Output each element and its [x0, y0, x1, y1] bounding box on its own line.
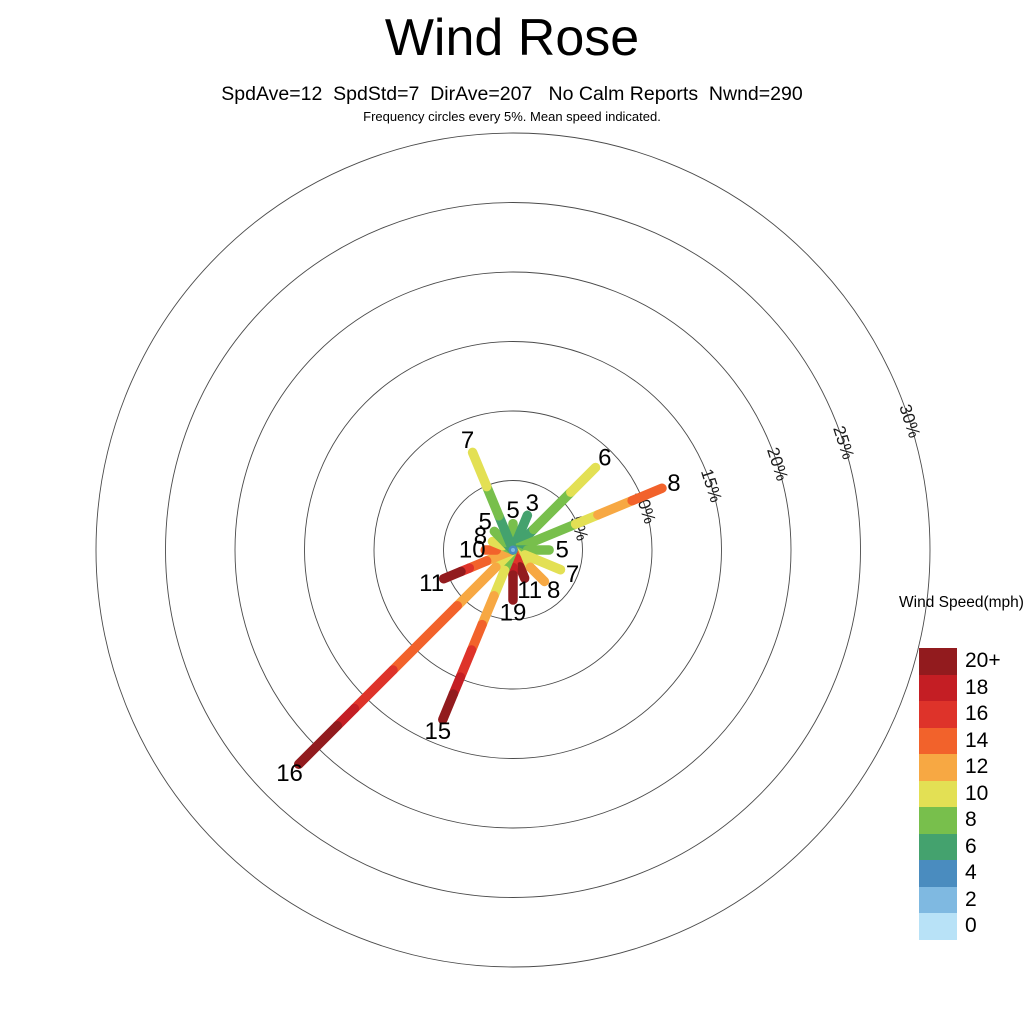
mean-speed-label-wsw: 11: [419, 570, 444, 597]
legend-label: 16: [965, 702, 989, 726]
legend-row: 2: [919, 886, 1024, 913]
mean-speed-label-ese: 7: [566, 561, 579, 588]
legend-row: 16: [919, 701, 1024, 728]
legend-row: 6: [919, 833, 1024, 860]
frequency-circle-label: 30%: [895, 402, 924, 440]
petal-segment-ne: [528, 487, 576, 535]
mean-speed-label-wnw: 8: [474, 523, 487, 550]
petal-segment-sw: [452, 562, 501, 611]
legend-swatch: [919, 754, 957, 781]
legend-swatch: [919, 860, 957, 887]
mean-speed-label-w: 10: [459, 537, 486, 564]
legend-swatch: [919, 648, 957, 675]
legend-row: 18: [919, 674, 1024, 701]
legend: Wind Speed(mph) 20+ 18 16 14 12 10 8 6 4 2 0: [899, 594, 1024, 940]
petal-segment-nnw: [481, 481, 504, 521]
petal-segment-ne: [566, 462, 601, 497]
legend-items: 20+ 18 16 14 12 10 8 6 4 2 0: [919, 648, 1024, 940]
frequency-circle: [373, 410, 653, 690]
petal-segment-ssw: [477, 591, 499, 630]
subtitle-note: Frequency circles every 5%. Mean speed i…: [363, 109, 661, 124]
mean-speed-label-ene: 8: [667, 470, 680, 497]
frequency-circle-label: 15%: [697, 466, 726, 504]
petal-segment-ssw: [455, 645, 477, 682]
frequency-circle-label: 25%: [829, 423, 858, 461]
petal-segment-sw: [349, 665, 398, 714]
legend-label: 4: [965, 861, 977, 885]
frequency-circle: [443, 480, 583, 620]
petal-segment-wsw: [438, 566, 466, 584]
mean-speed-label-n: 5: [506, 497, 519, 524]
legend-label: 20+: [965, 649, 1001, 673]
legend-row: 0: [919, 913, 1024, 940]
petal-segment-sw: [388, 600, 463, 675]
legend-swatch: [919, 886, 957, 913]
petal-segment-nnw: [467, 447, 492, 492]
legend-row: 4: [919, 860, 1024, 887]
petal-segment-sse: [515, 562, 530, 584]
legend-label: 0: [965, 914, 977, 938]
legend-swatch: [919, 701, 957, 728]
legend-swatch: [919, 807, 957, 834]
frequency-circle-label: 20%: [763, 445, 792, 483]
legend-row: 10: [919, 780, 1024, 807]
stats-line: SpdAve=12 SpdStd=7 DirAve=207 No Calm Re…: [221, 83, 803, 105]
mean-speed-label-se: 8: [547, 577, 560, 604]
petal-segment-ese: [520, 550, 566, 575]
mean-speed-label-ne: 6: [598, 445, 611, 472]
frequency-circle: [95, 132, 931, 968]
mean-speed-label-sse: 11: [517, 577, 542, 604]
legend-label: 12: [965, 755, 989, 779]
mean-speed-label-nw: 5: [478, 509, 491, 536]
legend-label: 14: [965, 728, 989, 752]
petal-segment-nne: [512, 510, 533, 545]
legend-row: 14: [919, 727, 1024, 754]
legend-label: 6: [965, 834, 977, 858]
frequency-circle: [234, 271, 792, 829]
frequency-circle: [165, 202, 861, 898]
petal-segment-se: [525, 562, 550, 587]
mean-speed-label-nnw: 7: [461, 427, 474, 454]
legend-swatch: [919, 674, 957, 701]
petal-segment-nw: [489, 526, 511, 548]
mean-speed-label-sw: 16: [276, 760, 303, 787]
legend-row: 12: [919, 754, 1024, 781]
legend-label: 18: [965, 675, 989, 699]
legend-label: 2: [965, 887, 977, 911]
center-dot-inner: [511, 548, 515, 552]
legend-label: 8: [965, 808, 977, 832]
mean-speed-label-ssw: 15: [424, 718, 451, 745]
mean-speed-label-e: 5: [555, 537, 568, 564]
petal-segment-ene: [627, 483, 667, 506]
petal-segment-ssw: [438, 689, 459, 725]
petal-segment-nnw: [494, 511, 518, 555]
legend-swatch: [919, 833, 957, 860]
legend-label: 10: [965, 781, 989, 805]
mean-speed-label-nne: 3: [526, 490, 539, 517]
legend-title: Wind Speed(mph): [899, 594, 1024, 611]
legend-swatch: [919, 780, 957, 807]
legend-row: 20+: [919, 648, 1024, 675]
legend-row: 8: [919, 807, 1024, 834]
petal-segment-sw: [293, 720, 343, 770]
page-title: Wind Rose: [384, 9, 640, 67]
legend-swatch: [919, 727, 957, 754]
frequency-circle: [304, 341, 722, 759]
petal-segment-wnw: [487, 536, 508, 551]
legend-swatch: [919, 913, 957, 940]
petal-segment-ene: [593, 495, 637, 520]
mean-speed-label-s: 19: [500, 600, 527, 627]
